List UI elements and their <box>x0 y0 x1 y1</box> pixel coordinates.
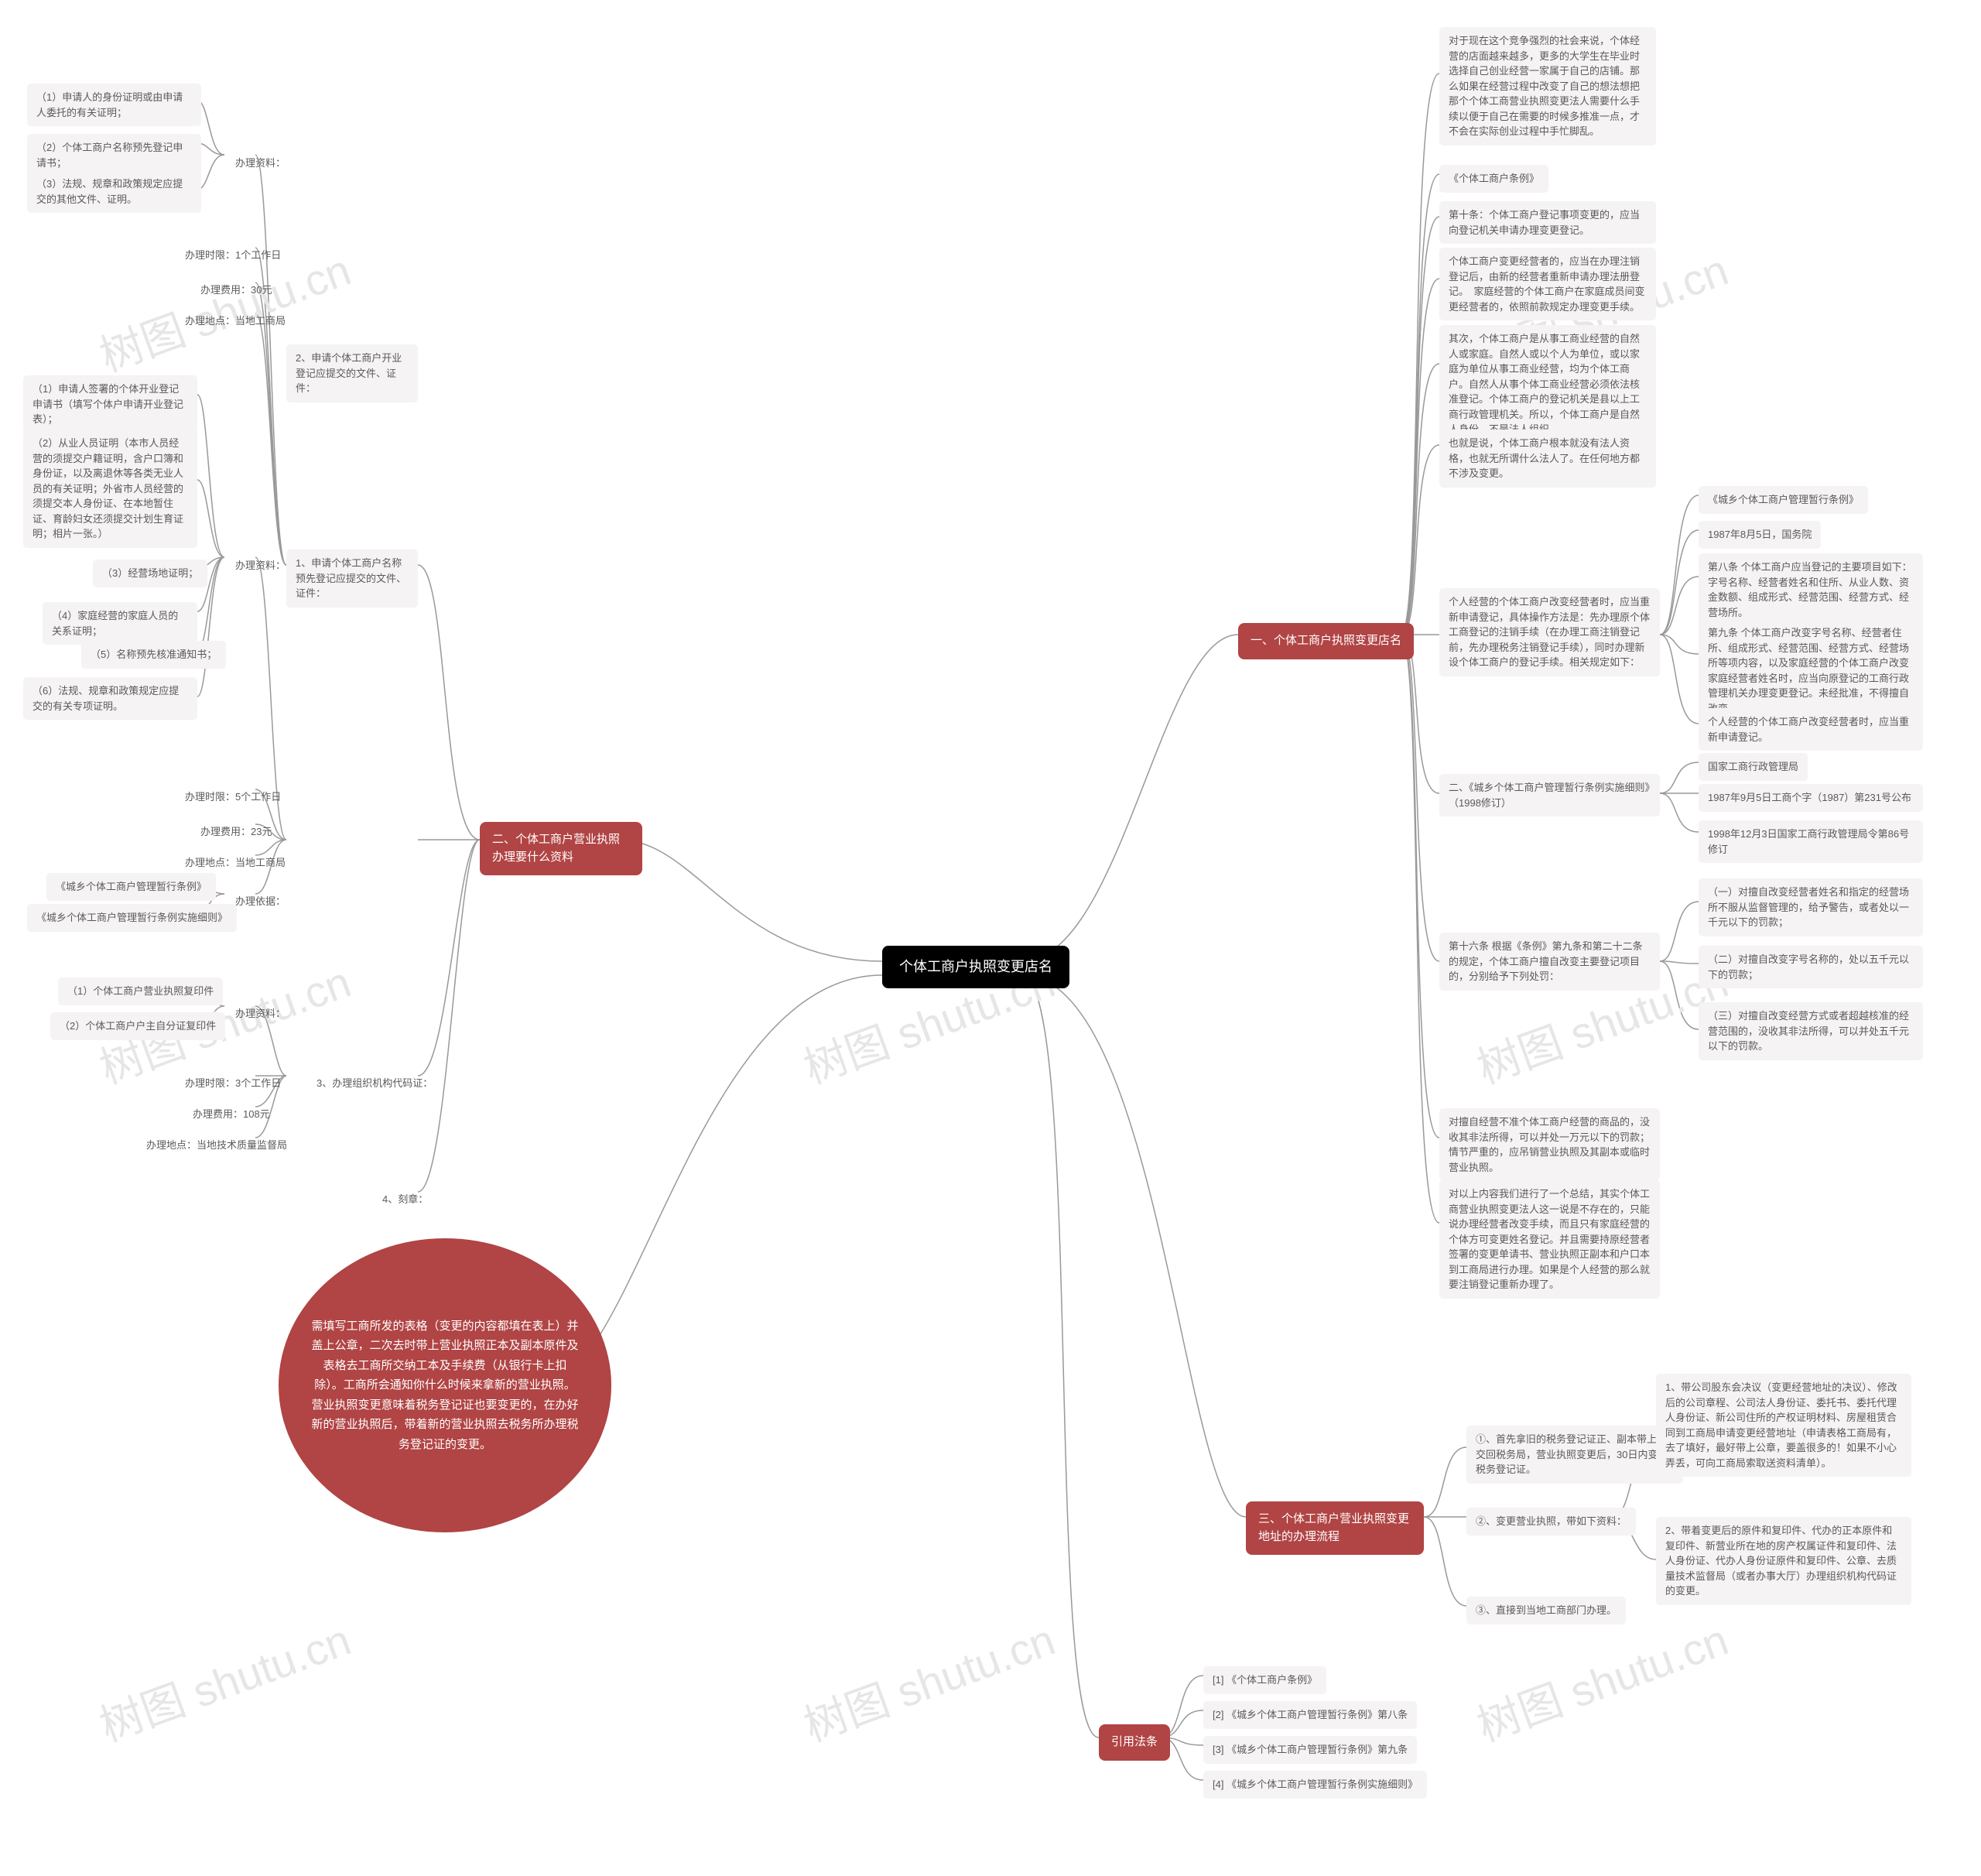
s2-1-fee: 办理费用：30元 <box>190 275 282 306</box>
s2-3-place: 办理地点：当地技术质量监督局 <box>135 1130 298 1161</box>
summary-text: 需填写工商所发的表格（变更的内容都填在表上）并盖上公章，二次去时带上营业执照正本… <box>310 1316 580 1455</box>
s1-subperson-3: 第九条 个体工商户改变字号名称、经营者住所、组成形式、经营范围、经营方式、经营场… <box>1699 619 1923 722</box>
s1-subrules-2: 1998年12月3日国家工商行政管理局令第86号修订 <box>1699 820 1923 863</box>
s1-art16-1: （二）对擅自改变字号名称的，处以五千元以下的罚款； <box>1699 946 1923 988</box>
s2-2-basis-0: 《城乡个体工商户管理暂行条例》 <box>46 873 216 901</box>
s2-2-time: 办理时限：5个工作日 <box>174 782 292 813</box>
watermark: 树图 shutu.cn <box>1467 1605 1736 1754</box>
s3-step2-item1: 2、带着变更后的原件和复印件、代办的正本原件和复印件、新营业所在地的房产权属证件… <box>1656 1517 1911 1605</box>
s2-2-item-1: （2）从业人员证明（本市人员经营的须提交户籍证明，含户口簿和身份证，以及离退休等… <box>23 430 197 548</box>
s1-subperson-1: 1987年8月5日，国务院 <box>1699 521 1821 549</box>
s1-subrules-1: 1987年9月5日工商个字（1987）第231号公布 <box>1699 784 1923 812</box>
s1-subperson-0: 《城乡个体工商户管理暂行条例》 <box>1699 486 1868 514</box>
section-1-title: 一、个体工商户执照变更店名 <box>1238 623 1414 659</box>
s2-2-basis-1: 《城乡个体工商户管理暂行条例实施细则》 <box>27 904 237 932</box>
s2-2-item-0: （1）申请人签署的个体开业登记申请书（填写个体户申请开业登记表）； <box>23 375 197 433</box>
watermark: 树图 shutu.cn <box>90 1605 358 1754</box>
watermark: 树图 shutu.cn <box>794 1605 1062 1754</box>
s1-intro: 对于现在这个竞争强烈的社会来说，个体经营的店面越来越多，更多的大学生在毕业时选择… <box>1439 27 1656 145</box>
s1-art16-label: 第十六条 根据《条例》第九条和第二十二条的规定，个体工商户擅自改变主要登记项目的… <box>1439 933 1660 991</box>
refs-2: [3] 《城乡个体工商户管理暂行条例》第九条 <box>1203 1736 1417 1764</box>
s1-extra2: 对以上内容我们进行了一个总结，其实个体工商营业执照变更法人这一说是不存在的，只能… <box>1439 1180 1660 1299</box>
s1-lawref: 《个体工商户条例》 <box>1439 165 1548 193</box>
s2-2-label: 2、申请个体工商户开业登记应提交的文件、证件： <box>286 344 418 402</box>
s1-subrules-0: 国家工商行政管理局 <box>1699 753 1808 781</box>
s2-3-time: 办理时限：3个工作日 <box>174 1068 292 1099</box>
refs-0: [1] 《个体工商户条例》 <box>1203 1666 1326 1694</box>
summary-oval: 需填写工商所发的表格（变更的内容都填在表上）并盖上公章，二次去时带上营业执照正本… <box>279 1238 611 1532</box>
s2-1-item-2: （3）法规、规章和政策规定应提交的其他文件、证明。 <box>27 170 201 213</box>
root-title: 个体工商户执照变更店名 <box>882 946 1069 988</box>
s2-2-res-label: 办理资料： <box>224 550 296 581</box>
s2-2-item-5: （6）法规、规章和政策规定应提交的有关专项证明。 <box>23 677 197 720</box>
s2-3-item-1: （2）个体工商户户主自分证复印件 <box>50 1012 225 1040</box>
s2-1-label: 1、申请个体工商户名称预先登记应提交的文件、证件： <box>286 549 418 608</box>
s2-1-res-label: 办理资料： <box>224 148 296 179</box>
s2-3-label: 3、办理组织机构代码证： <box>306 1068 443 1099</box>
s1-subperson-4: 个人经营的个体工商户改变经营者时，应当重新申请登记。 <box>1699 708 1923 751</box>
s2-4-label: 4、刻章： <box>371 1184 439 1215</box>
refs-title: 引用法条 <box>1099 1724 1170 1761</box>
refs-1: [2] 《城乡个体工商户管理暂行条例》第八条 <box>1203 1701 1417 1729</box>
s2-3-fee: 办理费用：108元 <box>182 1099 281 1130</box>
s3-step2-item0: 1、带公司股东会决议（变更经营地址的决议）、修改后的公司章程、公司法人身份证、委… <box>1656 1374 1911 1477</box>
s2-2-item-4: （5）名称预先核准通知书； <box>81 641 226 669</box>
refs-3: [4] 《城乡个体工商户管理暂行条例实施细则》 <box>1203 1771 1427 1799</box>
s2-2-fee: 办理费用：23元 <box>190 816 282 847</box>
section-2-title: 二、个体工商户营业执照办理要什么资料 <box>480 822 642 875</box>
s2-1-item-0: （1）申请人的身份证明或由申请人委托的有关证明； <box>27 84 201 126</box>
s1-extra1: 对擅自经营不准个体工商户经营的商品的，没收其非法所得，可以并处一万元以下的罚款；… <box>1439 1108 1660 1181</box>
section-3-title: 三、个体工商户营业执照变更地址的办理流程 <box>1246 1501 1424 1555</box>
s2-2-item-2: （3）经营场地证明； <box>93 560 207 587</box>
s1-art10: 第十条：个体工商户登记事项变更的，应当向登记机关申请办理变更登记。 <box>1439 201 1656 244</box>
s3-step2-label: ②、变更营业执照，带如下资料： <box>1466 1508 1636 1535</box>
s1-subperson-label: 个人经营的个体工商户改变经营者时，应当重新申请登记，具体操作方法是：先办理原个体… <box>1439 588 1660 676</box>
s1-para2: 其次，个体工商户是从事工商业经营的自然人或家庭。自然人或以个人为单位，或以家庭为… <box>1439 325 1656 443</box>
s1-subperson-2: 第八条 个体工商户应当登记的主要项目如下：字号名称、经营者姓名和住所、从业人数、… <box>1699 553 1923 626</box>
s2-1-time: 办理时限：1个工作日 <box>174 240 292 271</box>
s1-subrules-label: 二、《城乡个体工商户管理暂行条例实施细则》（1998修订） <box>1439 774 1660 816</box>
s1-para3: 也就是说，个体工商户根本就没有法人资格，也就无所谓什么法人了。在任何地方都不涉及… <box>1439 430 1656 488</box>
s2-1-place: 办理地点：当地工商局 <box>174 306 296 337</box>
s3-step1: ①、首先拿旧的税务登记证正、副本带上，交回税务局，营业执照变更后，30日内变更税… <box>1466 1426 1683 1484</box>
s2-3-res-label: 办理资料： <box>224 998 296 1029</box>
s1-art16-2: （三）对擅自改变经营方式或者超越核准的经营范围的，没收其非法所得，可以并处五千元… <box>1699 1002 1923 1060</box>
s2-3-item-0: （1）个体工商户营业执照复印件 <box>58 977 223 1005</box>
s2-2-item-3: （4）家庭经营的家庭人员的关系证明； <box>43 602 197 645</box>
s1-change: 个体工商户变更经营者的，应当在办理注销登记后，由新的经营者重新申请办理法册登记。… <box>1439 248 1656 320</box>
s3-step3: ③、直接到当地工商部门办理。 <box>1466 1597 1626 1624</box>
s1-art16-0: （一）对擅自改变经营者姓名和指定的经营场所不服从监督管理的，给予警告，或者处以一… <box>1699 878 1923 936</box>
